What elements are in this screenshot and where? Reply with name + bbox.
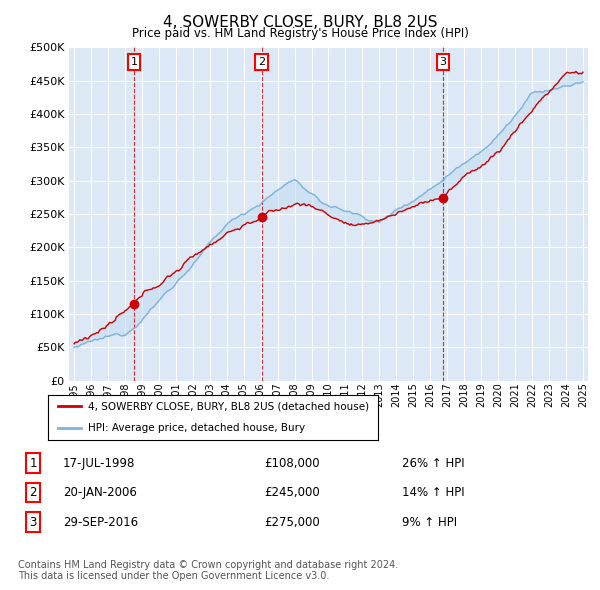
Text: Price paid vs. HM Land Registry's House Price Index (HPI): Price paid vs. HM Land Registry's House … <box>131 27 469 40</box>
Text: 4, SOWERBY CLOSE, BURY, BL8 2US: 4, SOWERBY CLOSE, BURY, BL8 2US <box>163 15 437 30</box>
Text: 17-JUL-1998: 17-JUL-1998 <box>63 457 136 470</box>
Text: 2: 2 <box>29 486 37 499</box>
Text: HPI: Average price, detached house, Bury: HPI: Average price, detached house, Bury <box>88 424 305 434</box>
Text: 29-SEP-2016: 29-SEP-2016 <box>63 516 138 529</box>
Text: 1: 1 <box>131 57 137 67</box>
Text: 26% ↑ HPI: 26% ↑ HPI <box>402 457 464 470</box>
Text: 14% ↑ HPI: 14% ↑ HPI <box>402 486 464 499</box>
Text: 20-JAN-2006: 20-JAN-2006 <box>63 486 137 499</box>
Text: 3: 3 <box>29 516 37 529</box>
Text: 9% ↑ HPI: 9% ↑ HPI <box>402 516 457 529</box>
Text: 4, SOWERBY CLOSE, BURY, BL8 2US (detached house): 4, SOWERBY CLOSE, BURY, BL8 2US (detache… <box>88 401 369 411</box>
Text: 1: 1 <box>29 457 37 470</box>
Text: £275,000: £275,000 <box>264 516 320 529</box>
Text: £108,000: £108,000 <box>264 457 320 470</box>
Text: 2: 2 <box>258 57 265 67</box>
Text: 3: 3 <box>439 57 446 67</box>
Text: Contains HM Land Registry data © Crown copyright and database right 2024.
This d: Contains HM Land Registry data © Crown c… <box>18 559 398 581</box>
Text: £245,000: £245,000 <box>264 486 320 499</box>
